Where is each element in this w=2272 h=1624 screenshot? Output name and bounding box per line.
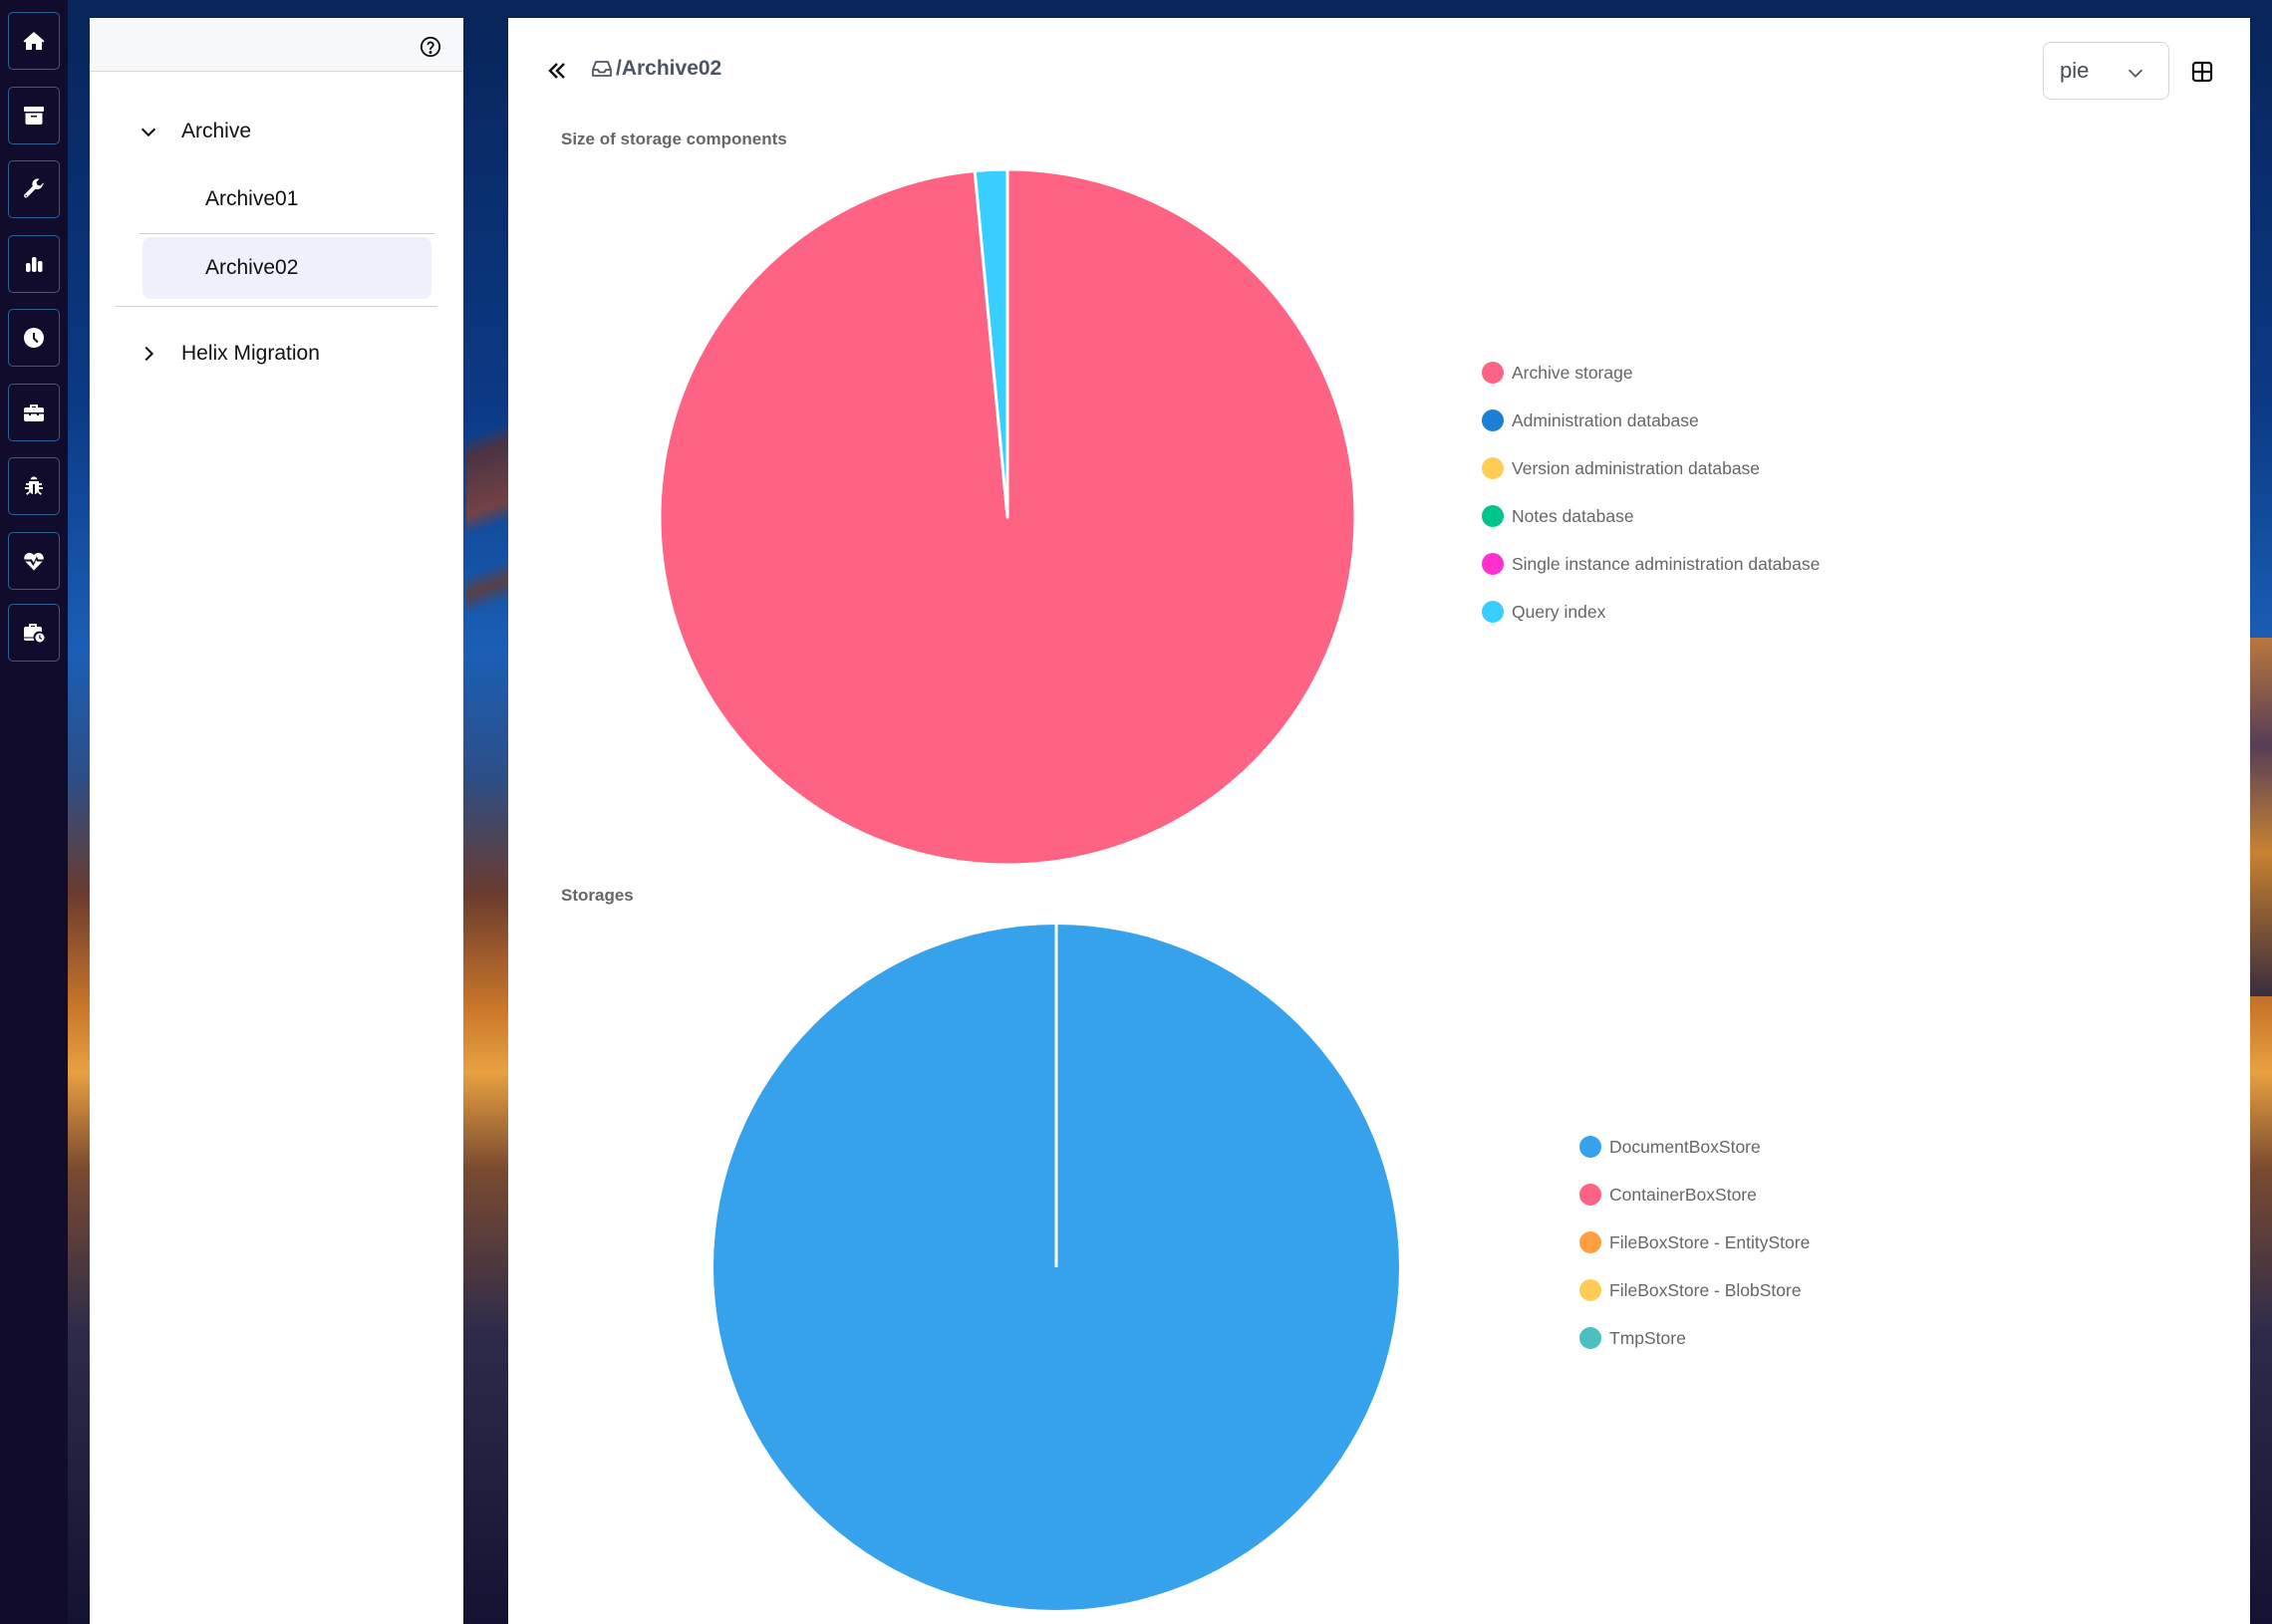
legend-color-swatch <box>1579 1231 1601 1253</box>
tree-panel-header <box>90 18 463 72</box>
tree-item-label: Archive01 <box>205 187 299 210</box>
icon-rail <box>0 0 68 1624</box>
rail-button-tools[interactable] <box>8 384 60 441</box>
legend-item[interactable]: Single instance administration database <box>1482 540 1820 588</box>
pie-chart-storages[interactable] <box>711 923 1401 1612</box>
legend-item[interactable]: TmpStore <box>1579 1314 1810 1362</box>
tree-item-label: Archive02 <box>205 256 299 279</box>
legend-item[interactable]: Notes database <box>1482 492 1820 540</box>
tree-item-archive02[interactable]: Archive02 <box>142 237 431 299</box>
chevron-right-icon[interactable] <box>138 343 159 365</box>
rail-button-history[interactable] <box>8 309 60 367</box>
chart-title: Storages <box>561 886 634 905</box>
chevron-down-icon[interactable] <box>138 121 159 142</box>
legend-color-swatch <box>1482 505 1504 527</box>
help-circle-icon[interactable] <box>420 36 441 58</box>
legend-color-swatch <box>1579 1327 1601 1349</box>
wrench-icon <box>24 178 44 198</box>
clock-icon <box>24 328 44 348</box>
legend-label: Version administration database <box>1512 457 1761 478</box>
chart-title: Size of storage components <box>561 130 787 148</box>
chart-type-select[interactable]: pie <box>2043 42 2169 100</box>
legend-label: FileBoxStore - EntityStore <box>1609 1231 1811 1252</box>
background-image <box>2250 638 2272 996</box>
tree-node-label: Helix Migration <box>181 342 320 365</box>
grid-icon[interactable] <box>2190 60 2214 84</box>
rail-button-health[interactable] <box>8 532 60 590</box>
tree-item-archive01[interactable]: Archive01 <box>142 168 431 230</box>
legend-color-swatch <box>1482 601 1504 623</box>
toolbox-icon <box>24 405 44 421</box>
bar-chart-icon <box>26 257 43 272</box>
legend-color-swatch <box>1482 409 1504 431</box>
chart-legend: Archive storage Administration database Ve… <box>1482 349 1820 636</box>
chevron-down-icon <box>2128 69 2143 78</box>
legend-item[interactable]: ContainerBoxStore <box>1579 1171 1810 1218</box>
rail-button-statistics[interactable] <box>8 235 60 293</box>
divider <box>140 233 434 234</box>
legend-color-swatch <box>1579 1184 1601 1206</box>
archive-box-icon <box>24 107 44 125</box>
background-image <box>466 359 508 737</box>
legend-label: ContainerBoxStore <box>1609 1184 1757 1205</box>
pie-slice[interactable] <box>973 167 1009 519</box>
legend-color-swatch <box>1482 457 1504 479</box>
legend-item[interactable]: Query index <box>1482 588 1820 636</box>
pie-chart-storage-components[interactable] <box>658 167 1357 867</box>
inbox-icon <box>592 61 612 77</box>
double-chevron-left-icon[interactable] <box>545 59 569 83</box>
tree-node-label: Archive <box>181 120 252 142</box>
legend-color-swatch <box>1482 553 1504 575</box>
heartbeat-icon <box>24 552 44 571</box>
legend-item[interactable]: Administration database <box>1482 397 1820 444</box>
legend-label: DocumentBoxStore <box>1609 1136 1761 1157</box>
archive-tree-panel: Archive Archive01 Archive02 Helix Migrat… <box>90 18 463 1624</box>
rail-button-archive[interactable] <box>8 87 60 144</box>
tree-node-helix-migration[interactable]: Helix Migration <box>138 342 320 366</box>
legend-item[interactable]: Archive storage <box>1482 349 1820 397</box>
legend-label: Administration database <box>1512 409 1699 430</box>
legend-color-swatch <box>1482 362 1504 384</box>
briefcase-clock-icon <box>24 624 45 643</box>
rail-button-debug[interactable] <box>8 457 60 515</box>
legend-item[interactable]: DocumentBoxStore <box>1579 1123 1810 1171</box>
legend-label: Single instance administration database <box>1512 553 1821 574</box>
legend-label: Archive storage <box>1512 362 1633 383</box>
tree-node-archive[interactable]: Archive <box>138 120 251 143</box>
chart-type-value: pie <box>2060 58 2090 83</box>
home-icon <box>23 32 45 50</box>
legend-label: Query index <box>1512 601 1606 622</box>
legend-color-swatch <box>1579 1136 1601 1158</box>
legend-label: TmpStore <box>1609 1327 1686 1348</box>
legend-label: Notes database <box>1512 505 1634 526</box>
legend-item[interactable]: FileBoxStore - BlobStore <box>1579 1266 1810 1314</box>
legend-label: FileBoxStore - BlobStore <box>1609 1279 1802 1300</box>
breadcrumb-path: /Archive02 <box>616 57 722 80</box>
rail-button-home[interactable] <box>8 12 60 70</box>
legend-color-swatch <box>1579 1279 1601 1301</box>
bug-icon <box>25 476 43 495</box>
divider <box>116 306 437 307</box>
rail-button-settings[interactable] <box>8 160 60 218</box>
breadcrumb: /Archive02 <box>590 57 721 81</box>
chart-legend: DocumentBoxStore ContainerBoxStore FileBox… <box>1579 1123 1810 1362</box>
main-panel: /Archive02 pie Size of storage component… <box>508 18 2250 1624</box>
legend-item[interactable]: Version administration database <box>1482 444 1820 492</box>
legend-item[interactable]: FileBoxStore - EntityStore <box>1579 1218 1810 1266</box>
main-toolbar: /Archive02 pie <box>508 18 2250 118</box>
rail-button-scheduled-jobs[interactable] <box>8 604 60 662</box>
